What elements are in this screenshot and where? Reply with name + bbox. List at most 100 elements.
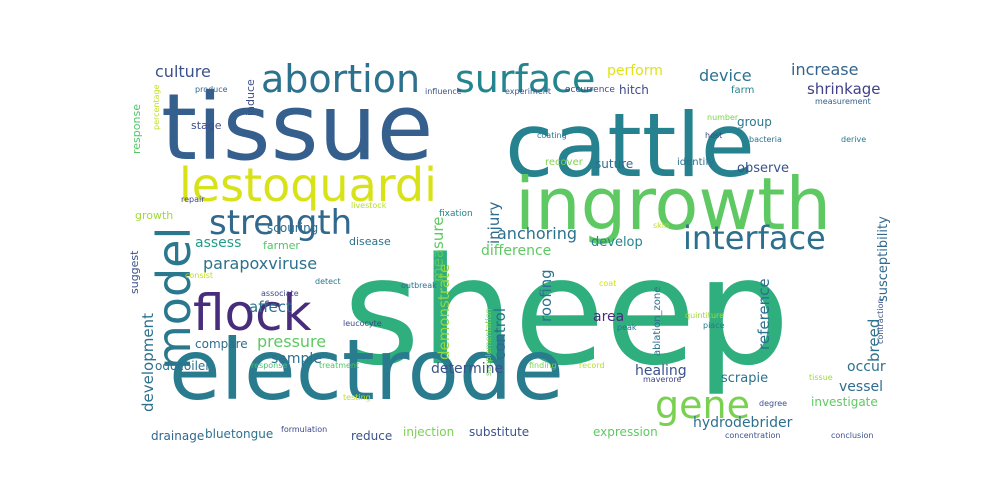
- word-degree: degree: [759, 399, 788, 408]
- word-record: record: [579, 361, 605, 370]
- word-abortion: abortion: [261, 60, 421, 101]
- word-tissue-2: tissue: [809, 373, 833, 382]
- word-difference: difference: [481, 243, 552, 259]
- word-response: response: [130, 104, 143, 154]
- word-influence: influence: [425, 87, 462, 96]
- word-livestock: livestock: [351, 201, 387, 210]
- word-susceptibility: susceptibility: [876, 216, 891, 302]
- word-assess: assess: [195, 235, 242, 251]
- word-interface: interface: [683, 219, 826, 257]
- word-odocoilei: odocoilei: [155, 359, 209, 373]
- word-drainage: drainage: [151, 429, 205, 443]
- word-occur: occur: [847, 359, 886, 375]
- word-surface: surface: [455, 60, 596, 101]
- word-growth: growth: [135, 209, 174, 222]
- word-suggest: suggest: [128, 250, 141, 294]
- word-contraction: contraction: [876, 298, 885, 344]
- word-determine: determine: [431, 361, 504, 377]
- word-stage: stage: [191, 119, 222, 132]
- word-identify: identify: [677, 157, 715, 168]
- word-repair: repair: [181, 195, 205, 204]
- word-associate: associate: [261, 289, 299, 298]
- word-testing: testing: [343, 393, 371, 402]
- word-outbreak: outbreak: [401, 281, 437, 290]
- word-finding: finding: [529, 361, 557, 370]
- word-pressure: pressure: [257, 332, 327, 351]
- word-demonstrate: demonstrate: [435, 263, 453, 360]
- word-shrinkage: shrinkage: [807, 80, 881, 98]
- word-reduce: reduce: [351, 429, 393, 443]
- word-model: model: [147, 226, 201, 370]
- word-percentage: percentage: [152, 84, 161, 130]
- word-vessel: vessel: [839, 379, 883, 395]
- word-farmer: farmer: [263, 239, 300, 252]
- word-electrode: electrode: [169, 321, 564, 419]
- word-affect: affect: [249, 298, 292, 316]
- word-bluetongue: bluetongue: [205, 427, 274, 441]
- word-sample: sample: [271, 351, 322, 367]
- word-induce: induce: [244, 79, 257, 116]
- word-area: area: [593, 309, 625, 325]
- word-injection: injection: [403, 425, 455, 439]
- word-observe: observe: [737, 161, 790, 176]
- word-development: development: [139, 313, 157, 412]
- word-tissue: tissue: [161, 74, 434, 181]
- word-roofing: roofing: [537, 269, 555, 322]
- word-number: number: [707, 113, 739, 122]
- word-treatment: treatment: [319, 361, 360, 370]
- word-measurement: measurement: [815, 97, 871, 106]
- word-ablation-zone: ablation_zone: [652, 286, 663, 356]
- word-compare: compare: [195, 337, 248, 351]
- word-expression: expression: [593, 425, 658, 439]
- word-device: device: [699, 66, 752, 85]
- word-group: group: [737, 115, 772, 129]
- word-sheep: sheep: [343, 226, 790, 398]
- word-lestoquardi: lestoquardi: [179, 158, 437, 212]
- word-concentration: concentration: [725, 431, 781, 440]
- word-coating: coating: [537, 131, 567, 140]
- word-formulation: formulation: [281, 425, 328, 434]
- word-parapoxviruse: parapoxviruse: [203, 254, 318, 273]
- word-peak: peak: [617, 323, 637, 332]
- word-strength: strength: [209, 203, 353, 243]
- word-derive: derive: [841, 135, 867, 144]
- word-skin: skin: [653, 221, 670, 230]
- word-healing: healing: [635, 363, 687, 379]
- word-perform: perform: [607, 63, 663, 79]
- word-coat: coat: [599, 279, 617, 288]
- word-flock: flock: [193, 284, 312, 342]
- word-ingrowth: ingrowth: [515, 162, 832, 246]
- word-piace: piace: [703, 321, 725, 330]
- word-produce: produce: [195, 85, 228, 94]
- word-culture: culture: [155, 62, 211, 81]
- word-increase: increase: [791, 60, 859, 79]
- word-response-2: response: [251, 361, 288, 370]
- word-conclusion: conclusion: [831, 431, 874, 440]
- word-anchoring: anchoring: [497, 224, 577, 243]
- word-host: host: [705, 131, 723, 140]
- word-maverore: maverore: [643, 375, 682, 384]
- word-farm: farm: [731, 85, 755, 96]
- word-hitch: hitch: [619, 83, 649, 97]
- word-scouring: scouring: [267, 221, 319, 235]
- word-investigate: investigate: [811, 395, 878, 409]
- word-disease: disease: [349, 235, 391, 248]
- word-cattle: cattle: [505, 94, 755, 197]
- word-hydrodebrider: hydrodebrider: [693, 415, 793, 431]
- word-suture: suture: [595, 157, 634, 171]
- word-scrapie: scrapie: [721, 371, 769, 386]
- word-recover: recover: [545, 157, 583, 168]
- word-bacteria: bacteria: [749, 135, 782, 144]
- word-leucocyte: leucocyte: [343, 319, 382, 328]
- word-detect: detect: [315, 277, 341, 286]
- word-consist: consist: [185, 271, 214, 280]
- word-gene: gene: [655, 383, 750, 427]
- word-reference: reference: [755, 278, 773, 350]
- word-control: control: [491, 308, 509, 360]
- word-occurrence: occurrence: [565, 85, 615, 95]
- word-fixation: fixation: [439, 209, 473, 219]
- word-experiment: experiment: [505, 87, 551, 96]
- word-cloud: sheep tissue cattle electrode ingrowth lestoq…: [125, 60, 895, 450]
- word-develop: develop: [591, 235, 643, 250]
- word-substitute: substitute: [469, 425, 530, 439]
